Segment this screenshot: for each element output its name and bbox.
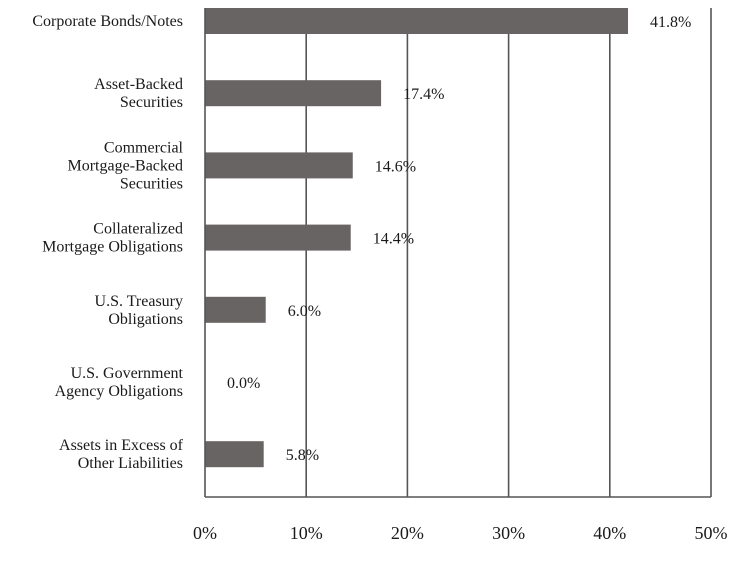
- category-label-line: Commercial: [104, 139, 184, 156]
- category-label-2: Commercial Mortgage-Backed Securities: [67, 139, 183, 192]
- x-tick-label-50: 50%: [695, 523, 728, 543]
- value-labels: 41.8% 17.4% 14.6% 14.4% 6.0% 0.0% 5.8%: [227, 14, 691, 464]
- x-tick-label-0: 0%: [193, 523, 217, 543]
- category-label-line: Securities: [120, 175, 183, 192]
- category-label-0: Corporate Bonds/Notes: [32, 13, 183, 30]
- x-tick-label-30: 30%: [492, 523, 525, 543]
- value-label-4: 6.0%: [288, 303, 321, 320]
- category-label-line: Assets in Excess of: [59, 437, 184, 454]
- category-label-1: Asset-Backed Securities: [94, 76, 183, 111]
- category-label-line: Other Liabilities: [78, 455, 183, 472]
- axes: [204, 8, 711, 498]
- category-label-line: Asset-Backed: [94, 76, 183, 93]
- category-label-3: Collateralized Mortgage Obligations: [42, 221, 183, 256]
- category-label-4: U.S. Treasury Obligations: [95, 293, 183, 328]
- bars: [205, 8, 629, 468]
- bar-0: [205, 8, 629, 34]
- category-label-6: Assets in Excess of Other Liabilities: [59, 437, 184, 472]
- category-label-line: Collateralized: [93, 221, 183, 238]
- value-label-5: 0.0%: [227, 375, 260, 392]
- category-label-5: U.S. Government Agency Obligations: [55, 365, 184, 400]
- category-label-line: Mortgage-Backed: [67, 157, 183, 174]
- category-label-line: Mortgage Obligations: [42, 239, 183, 256]
- bar-4: [205, 296, 266, 323]
- value-label-2: 14.6%: [375, 158, 416, 175]
- x-tick-label-20: 20%: [391, 523, 424, 543]
- value-label-1: 17.4%: [403, 86, 444, 103]
- x-tick-labels: 0% 10% 20% 30% 40% 50%: [193, 523, 728, 543]
- grid-lines: [305, 8, 712, 497]
- category-label-line: Obligations: [108, 311, 183, 328]
- value-label-6: 5.8%: [286, 447, 319, 464]
- category-label-line: Securities: [120, 94, 183, 111]
- category-label-line: Agency Obligations: [55, 383, 183, 400]
- bar-6: [205, 441, 264, 468]
- bar-3: [205, 224, 351, 251]
- value-label-3: 14.4%: [373, 231, 414, 248]
- value-label-0: 41.8%: [650, 14, 691, 31]
- category-label-line: U.S. Government: [71, 365, 184, 382]
- bar-1: [205, 80, 382, 107]
- x-tick-label-40: 40%: [593, 523, 626, 543]
- x-tick-label-10: 10%: [290, 523, 323, 543]
- category-label-line: Corporate Bonds/Notes: [32, 13, 183, 30]
- bar-2: [205, 152, 353, 179]
- category-label-line: U.S. Treasury: [95, 293, 183, 310]
